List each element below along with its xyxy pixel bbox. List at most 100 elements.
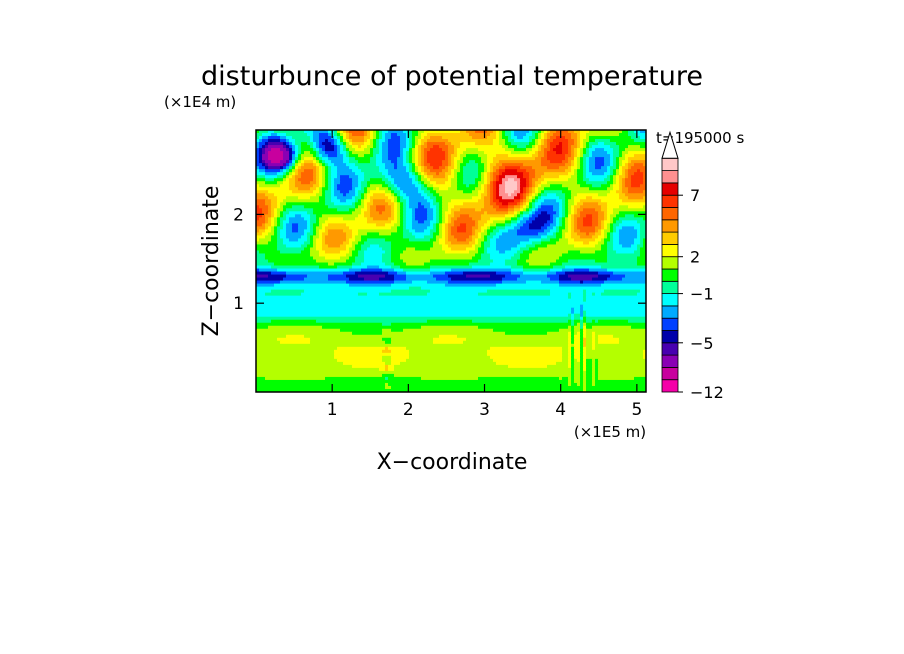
field-cell (562, 235, 566, 240)
field-cell (475, 181, 479, 185)
field-cell (628, 166, 632, 170)
field-cell (379, 187, 389, 191)
field-cell (541, 211, 548, 215)
field-cell (535, 202, 542, 206)
field-cell (289, 169, 293, 173)
field-cell (595, 334, 599, 339)
field-cell (430, 148, 443, 152)
field-cell (643, 217, 646, 221)
field-cell (331, 199, 341, 203)
field-cell (421, 154, 425, 158)
field-cell (391, 283, 446, 288)
field-cell (595, 358, 599, 363)
field-cell (409, 133, 413, 137)
field-cell (286, 223, 293, 227)
field-cell (436, 223, 440, 227)
field-cell (265, 142, 269, 146)
field-cell (460, 208, 476, 212)
field-cell (490, 184, 494, 188)
field-cell (556, 217, 560, 221)
field-cell (619, 175, 626, 179)
field-cell (496, 223, 506, 227)
field-cell (571, 307, 575, 312)
field-cell (628, 319, 646, 324)
field-cell (529, 214, 533, 218)
field-cell (385, 340, 392, 345)
field-cell (370, 130, 374, 134)
field-cell (466, 238, 473, 243)
field-cell (532, 139, 536, 143)
field-cell (412, 139, 416, 143)
field-cell (493, 235, 500, 240)
field-cell (574, 328, 581, 333)
field-cell (598, 229, 602, 233)
field-cell (580, 376, 584, 381)
field-cell (415, 229, 425, 233)
field-cell (412, 160, 416, 164)
field-cell (322, 172, 326, 176)
field-cell (274, 226, 278, 230)
field-cell (610, 145, 620, 149)
field-cell (499, 190, 506, 194)
field-cell (310, 229, 314, 233)
field-cell (490, 181, 494, 185)
field-cell (415, 178, 419, 182)
field-cell (340, 181, 353, 185)
field-cell (466, 130, 476, 134)
field-cell (631, 178, 644, 182)
field-cell (568, 343, 572, 348)
field-cell (280, 169, 284, 173)
field-cell (535, 181, 542, 185)
field-cell (640, 229, 646, 233)
field-cell (256, 337, 278, 342)
field-cell (397, 184, 416, 188)
field-cell (577, 166, 581, 170)
field-cell (520, 241, 533, 246)
field-cell (280, 340, 311, 345)
field-cell (529, 223, 545, 227)
field-cell (355, 271, 389, 276)
field-cell (256, 385, 386, 390)
field-cell (496, 232, 503, 236)
field-cell (457, 181, 464, 185)
field-cell (625, 193, 646, 197)
field-cell (556, 361, 569, 366)
field-cell (583, 376, 587, 381)
field-cell (295, 169, 299, 173)
field-cell (550, 223, 557, 227)
field-cell (574, 172, 578, 176)
field-cell (619, 178, 623, 182)
field-cell (367, 145, 374, 149)
field-cell (427, 142, 446, 146)
field-cell (274, 130, 305, 134)
field-cell (379, 133, 383, 137)
field-cell (283, 157, 290, 161)
field-cell (367, 133, 371, 137)
field-cell (391, 187, 398, 191)
field-cell (580, 346, 584, 351)
field-cell (322, 235, 326, 240)
field-cell (340, 145, 344, 149)
field-cell (370, 160, 377, 164)
field-cell (553, 214, 560, 218)
field-cell (322, 160, 326, 164)
field-cell (373, 133, 377, 137)
field-cell (271, 289, 305, 294)
field-cell (631, 166, 646, 170)
field-cell (427, 145, 434, 149)
field-cell (580, 310, 584, 315)
field-cell (415, 217, 428, 221)
field-cell (301, 166, 317, 170)
field-cell (451, 229, 458, 233)
field-cell (613, 208, 646, 212)
field-cell (397, 211, 401, 215)
field-cell (493, 190, 497, 194)
field-cell (298, 226, 308, 230)
field-cell (256, 157, 260, 161)
field-cell (505, 274, 521, 279)
field-cell (337, 175, 341, 179)
field-cell (580, 358, 584, 363)
field-cell (517, 187, 521, 191)
field-cell (484, 244, 491, 249)
field-cell (571, 208, 575, 212)
